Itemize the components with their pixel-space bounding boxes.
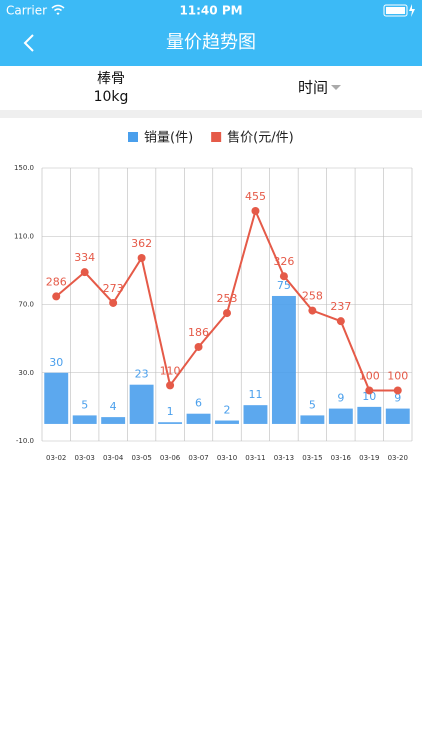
sort-dropdown[interactable]: 时间 [298,79,328,97]
price-value-label: 186 [188,326,209,339]
x-tick-label: 03-11 [245,454,265,462]
bar [129,384,154,424]
bar [72,415,97,424]
bar [357,406,382,424]
price-point [80,268,89,277]
bar [44,372,69,424]
price-value-label: 286 [46,275,67,288]
y-tick-label: 30.0 [18,369,34,377]
bar [158,422,183,424]
price-point [393,386,402,395]
bar-value-label: 9 [337,392,344,405]
bar-value-label: 10 [362,390,376,403]
legend-swatch [128,132,138,142]
bar-value-label: 75 [277,279,291,292]
price-value-label: 362 [131,237,152,250]
bar-value-label: 6 [195,397,202,410]
product-name: 棒骨 [97,71,125,87]
price-point [137,253,146,262]
bar [328,408,353,424]
nav-title: 量价趋势图 [166,32,256,53]
bar-value-label: 11 [248,388,262,401]
price-value-label: 100 [387,369,408,382]
bar [300,415,325,424]
charging-icon [409,4,415,17]
x-tick-label: 03-07 [188,454,208,462]
x-tick-label: 03-13 [274,454,294,462]
x-tick-label: 03-16 [331,454,352,462]
price-point [365,386,374,395]
legend-swatch [211,132,222,142]
bar-value-label: 2 [224,404,231,417]
bar-value-label: 1 [167,405,174,418]
y-tick-label: 70.0 [18,301,34,309]
clock: 11:40 PM [179,4,242,18]
legend-label: 售价(元/件) [227,130,294,146]
bar [385,408,410,424]
x-tick-label: 03-02 [46,454,66,462]
x-tick-label: 03-04 [103,454,124,462]
price-point [336,317,345,326]
price-point [251,206,260,215]
price-point [52,292,61,301]
back-button[interactable] [23,34,34,52]
bar-value-label: 5 [81,398,88,411]
x-tick-label: 03-20 [388,454,408,462]
price-value-label: 334 [74,251,95,264]
price-point [166,381,175,390]
chart: 销量(件) 售价(元/件) -10.0 30.0 70.0 110.0 150.0 03-02… [14,130,413,462]
x-tick-label: 03-05 [131,454,151,462]
price-point [194,342,203,351]
x-tick-label: 03-15 [302,454,322,462]
product-spec: 10kg [94,89,129,105]
divider [0,110,422,118]
bar [243,405,268,424]
legend-label: 销量(件) [144,131,193,146]
wifi-icon [51,4,65,16]
dropdown-arrow [331,85,341,90]
price-value-label: 110 [160,364,181,377]
battery [383,4,408,17]
bar [101,417,126,424]
bar [186,413,211,424]
battery-level [386,7,405,14]
header-bg [0,0,422,66]
price-point [223,309,231,318]
y-tick-label: -10.0 [16,437,34,445]
bar [271,295,296,424]
bar-value-label: 23 [135,368,149,381]
price-value-label: 237 [330,300,351,313]
x-tick-label: 03-10 [217,454,237,462]
x-tick-label: 03-06 [160,454,181,462]
price-point [109,298,118,307]
x-tick-label: 03-03 [75,454,95,462]
y-tick-label: 110.0 [14,232,34,240]
bar-value-label: 30 [49,356,63,369]
price-value-label: 100 [359,369,380,382]
price-value-label: 253 [217,292,238,305]
x-tick-label: 03-19 [359,454,379,462]
price-value-label: 258 [302,290,323,303]
bar [215,420,239,424]
price-value-label: 273 [103,282,124,295]
price-point [308,306,317,315]
bar-value-label: 4 [110,400,117,413]
price-value-label: 326 [273,255,294,268]
bar-value-label: 5 [309,398,316,411]
price-value-label: 455 [245,190,266,203]
carrier: Carrier [6,4,47,18]
price-point [279,272,288,281]
y-tick-label: 150.0 [14,164,34,172]
bar-value-label: 9 [394,392,401,405]
